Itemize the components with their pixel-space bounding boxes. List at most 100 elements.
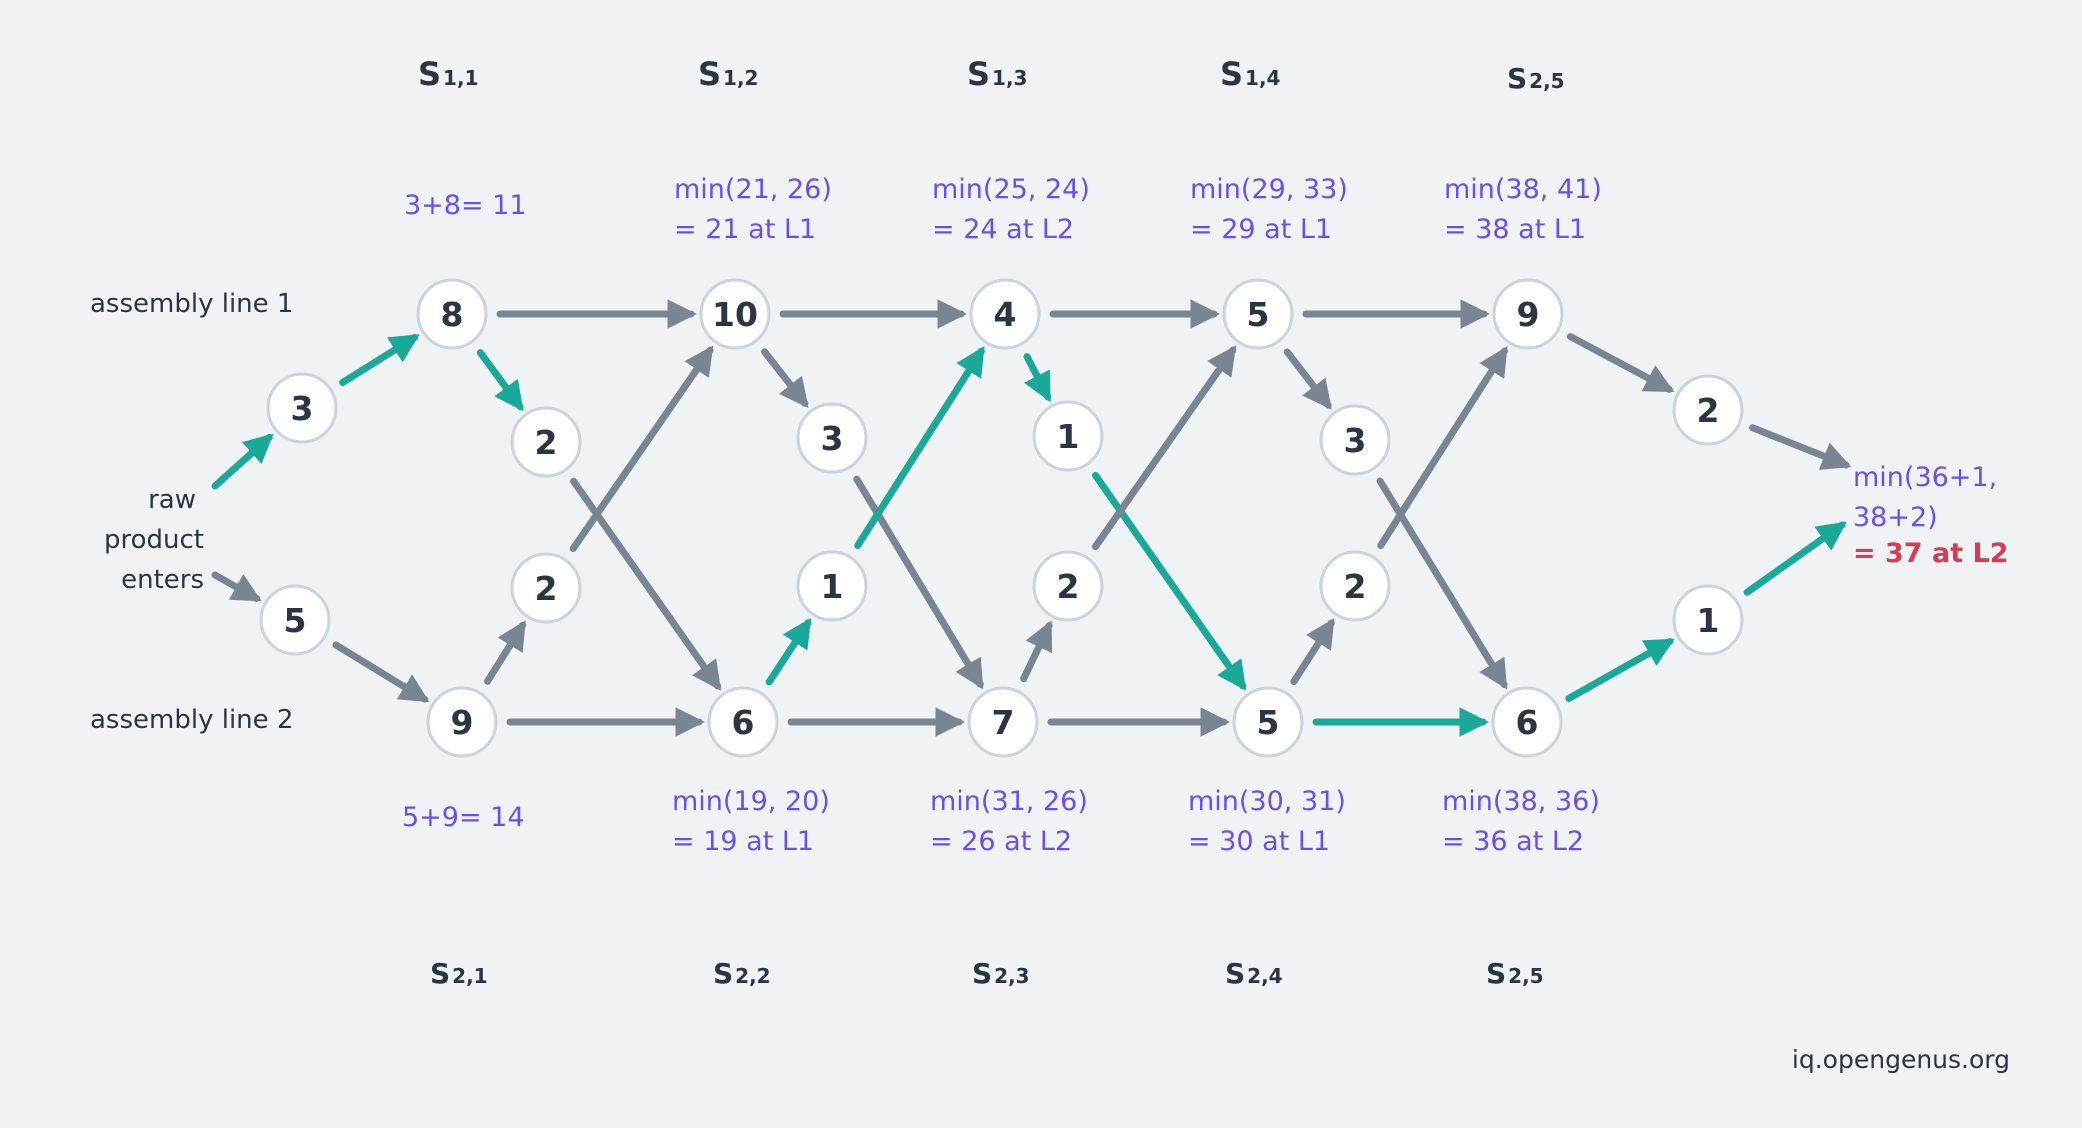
node-circle [1319,404,1391,476]
node-t15: 3 [1319,404,1391,476]
entry-label: product [104,525,204,555]
node-circle [969,278,1041,350]
calc-label: = 36 at L2 [1442,826,1584,857]
node-label: 8 [441,295,464,334]
node-circle [707,686,779,758]
node-circle [1672,584,1744,656]
node-circle [510,552,582,624]
edge-t23-a4 [1091,345,1237,551]
final-result: = 37 at L2 [1853,538,2009,569]
node-circle [1492,278,1564,350]
stage-header: S 2,5 [1486,957,1544,990]
calc-label: = 38 at L1 [1444,214,1586,245]
node-a1: 8 [416,278,488,350]
edge-b1-t21 [483,620,527,685]
edge-b2-t22 [765,617,812,686]
final-calc-line: 38+2) [1853,502,1938,533]
node-label: 7 [992,703,1015,742]
stage-header: S 2,1 [430,957,488,990]
edge-a2-t13 [761,348,809,408]
calc-label: = 21 at L1 [674,214,816,245]
node-b4: 5 [1232,686,1304,758]
node-circle [1222,278,1294,350]
node-e1: 3 [266,372,338,444]
calc-label: = 26 at L2 [930,826,1072,857]
calc-label: min(30, 31) [1188,786,1346,817]
calc-label: = 24 at L2 [932,214,1074,245]
node-label: 2 [1344,567,1367,606]
stage-header: S 1,4 [1220,55,1280,93]
node-label: 5 [1257,703,1280,742]
edge-t13-b3 [853,475,984,690]
node-circle [1672,374,1744,446]
node-circle [1491,686,1563,758]
node-circle [699,278,771,350]
node-circle [1319,550,1391,622]
node-x2: 1 [1672,584,1744,656]
node-label: 3 [291,389,314,428]
node-circle [1032,550,1104,622]
line1-label: assembly line 1 [90,289,293,319]
node-label: 1 [1057,417,1080,456]
stage-header: S 2,4 [1225,957,1283,990]
stage-header: S 1,1 [418,55,478,93]
edge-t22-a3 [854,346,985,549]
calc-labels-top: 3+8= 11 min(21, 26) = 21 at L1 min(25, 2… [404,174,1602,245]
node-label: 2 [535,423,558,462]
node-label: 9 [1517,295,1540,334]
stage-headers-top: S 1,1 S 1,2 S 1,3 S 1,4 S 2,5 [418,55,1565,95]
edge-x2-final [1743,521,1847,596]
node-e2: 5 [259,584,331,656]
calc-label: = 29 at L1 [1190,214,1332,245]
node-label: 2 [535,569,558,608]
node-label: 6 [1516,703,1539,742]
edge-entry-e1 [211,433,274,490]
node-t12: 2 [510,406,582,478]
node-t24: 2 [1319,550,1391,622]
calc-label: min(38, 41) [1444,174,1602,205]
node-b3: 7 [967,686,1039,758]
calc-label: 3+8= 11 [404,190,527,221]
calc-label: min(19, 20) [672,786,830,817]
stage-header: S 2,3 [972,957,1030,990]
node-t23: 2 [1032,550,1104,622]
edges [211,299,1852,737]
calc-label: min(38, 36) [1442,786,1600,817]
node-circle [967,686,1039,758]
node-b2: 6 [707,686,779,758]
entry-label: enters [121,565,204,595]
line2-label: assembly line 2 [90,705,293,735]
node-circle [1232,686,1304,758]
node-circle [416,278,488,350]
edge-entry-e2 [211,571,262,602]
stage-header: S 2,2 [713,957,771,990]
node-label: 6 [732,703,755,742]
edge-e1-a1 [339,333,420,387]
node-a2: 10 [699,278,771,350]
node-x1: 2 [1672,374,1744,446]
node-circle [259,584,331,656]
stage-headers-bottom: S 2,1 S 2,2 S 2,3 S 2,4 S 2,5 [430,957,1544,990]
node-b1: 9 [426,686,498,758]
edge-t21-a2 [569,345,714,552]
edge-a4-t15 [1283,348,1332,410]
node-t13: 3 [796,402,868,474]
node-circle [1032,400,1104,472]
node-label: 3 [1344,421,1367,460]
node-circle [266,372,338,444]
calc-label: min(25, 24) [932,174,1090,205]
node-label: 2 [1057,567,1080,606]
node-circle [796,550,868,622]
edge-a3-t14 [1023,353,1052,403]
edge-b5-x2 [1565,638,1675,702]
edge-e2-b1 [332,641,430,703]
edge-b3-t23 [1020,620,1053,683]
node-circle [426,686,498,758]
calc-label: = 19 at L1 [672,826,814,857]
final-calc: min(36+1, 38+2) = 37 at L2 [1853,462,2009,569]
calc-labels-bottom: 5+9= 14 min(19, 20) = 19 at L1 min(31, 2… [402,786,1600,857]
node-circle [796,402,868,474]
edge-t24-a5 [1377,346,1508,549]
edge-a1-t12 [476,349,524,412]
